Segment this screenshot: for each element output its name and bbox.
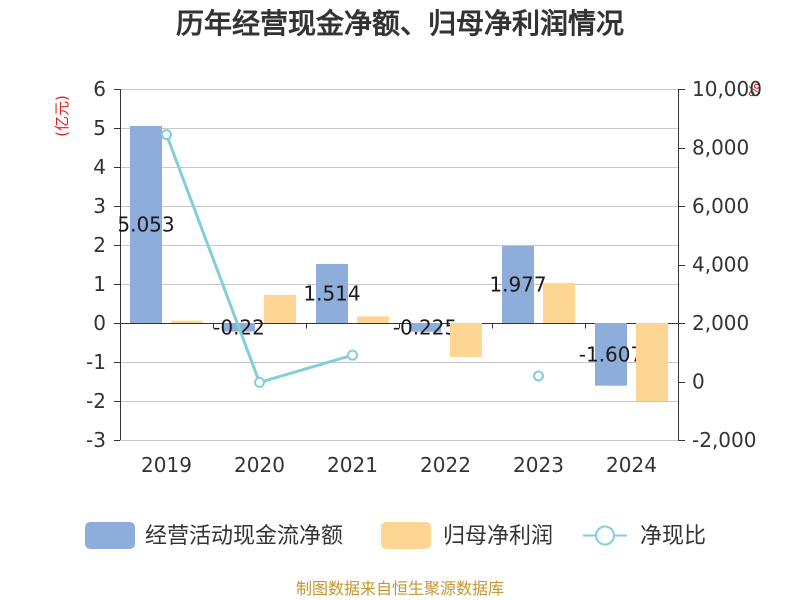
point-net-cash-ratio-2021: [347, 349, 358, 361]
left-axis-tick-label: 1: [93, 272, 106, 296]
x-axis-tick-label: 2019: [141, 453, 192, 477]
bar-net-profit-2023: [543, 282, 575, 323]
legend: 经营活动现金流净额 归母净利润 净现比: [85, 522, 706, 549]
left-axis-tick-label: -1: [86, 350, 106, 374]
left-axis-tick-label: 4: [93, 155, 106, 179]
left-axis-tick-label: 5: [93, 116, 106, 140]
right-axis-tick-label: 8,000: [692, 136, 749, 160]
bar-net-profit-2019: [171, 320, 203, 323]
data-label-cash-flow-2019: 5.053: [117, 212, 174, 236]
net-cash-ratio-line: [161, 129, 544, 388]
right-axis-tick-label: 10,000: [692, 77, 762, 101]
bar-cash-flow-2022: [409, 323, 441, 332]
right-axis-tick-label: -2,000: [692, 428, 756, 452]
point-net-cash-ratio-2019: [161, 129, 172, 141]
data-label-cash-flow-2022: -0.225: [393, 315, 457, 339]
data-label-cash-flow-2021: 1.514: [303, 281, 360, 305]
legend-label-net-cash-ratio: 净现比: [640, 524, 706, 549]
legend-swatch-cash-flow: [85, 522, 135, 549]
x-axis-tick-label: 2024: [606, 453, 657, 477]
legend-marker-circle-icon: [595, 525, 615, 546]
bar-cash-flow-2024: [595, 323, 627, 386]
left-axis-tick-label: 6: [93, 77, 106, 101]
data-label-cash-flow-2023: 1.977: [489, 272, 546, 296]
bar-net-profit-2022: [450, 323, 482, 357]
point-net-cash-ratio-2023: [533, 370, 544, 382]
right-axis-tick-label: 4,000: [692, 253, 749, 277]
x-axis-tick-label: 2023: [513, 453, 564, 477]
legend-item-net-profit[interactable]: 归母净利润: [381, 522, 553, 549]
left-axis-tick-label: -3: [86, 428, 106, 452]
legend-label-net-profit: 归母净利润: [443, 524, 553, 549]
chart-title: 历年经营现金净额、归母净利润情况: [176, 7, 624, 40]
gridlines: [120, 89, 678, 441]
legend-item-cash-flow[interactable]: 经营活动现金流净额: [85, 522, 343, 549]
source-note: 制图数据来自恒生聚源数据库: [296, 579, 504, 598]
x-axis-tick-label: 2022: [420, 453, 471, 477]
bar-cash-flow-2021: [316, 263, 348, 323]
bar-net-profit-2021: [357, 316, 389, 323]
legend-item-net-cash-ratio[interactable]: 净现比: [583, 524, 706, 549]
bar-net-profit-2024: [636, 323, 668, 401]
x-axis-tick-label: 2020: [234, 453, 285, 477]
left-axis-tick-label: 2: [93, 233, 106, 257]
point-net-cash-ratio-2020: [254, 376, 265, 388]
net-profit-bars: [171, 282, 668, 401]
left-axis-tick-label: -2: [86, 389, 106, 413]
left-axis-tick-label: 3: [93, 194, 106, 218]
data-label-cash-flow-2024: -1.607: [579, 342, 643, 366]
right-axis-unit: %: [746, 83, 764, 97]
left-axis-tick-label: 0: [93, 311, 106, 335]
right-axis-tick-label: 0: [692, 370, 705, 394]
right-axis-tick-label: 2,000: [692, 311, 749, 335]
x-axis-tick-label: 2021: [327, 453, 378, 477]
bar-net-profit-2020: [264, 294, 296, 323]
left-axis-unit: (亿元): [53, 95, 71, 137]
right-axis-tick-label: 6,000: [692, 194, 749, 218]
bar-cash-flow-2019: [130, 125, 162, 323]
axes: 6 5 4 3 2 1 0 -1 -2 -3 10,000 8,000 6,000 4,000 2,000 0…: [86, 77, 762, 477]
legend-label-cash-flow: 经营活动现金流净额: [145, 524, 343, 549]
bar-cash-flow-2023: [502, 245, 534, 323]
legend-swatch-net-profit: [381, 522, 431, 549]
